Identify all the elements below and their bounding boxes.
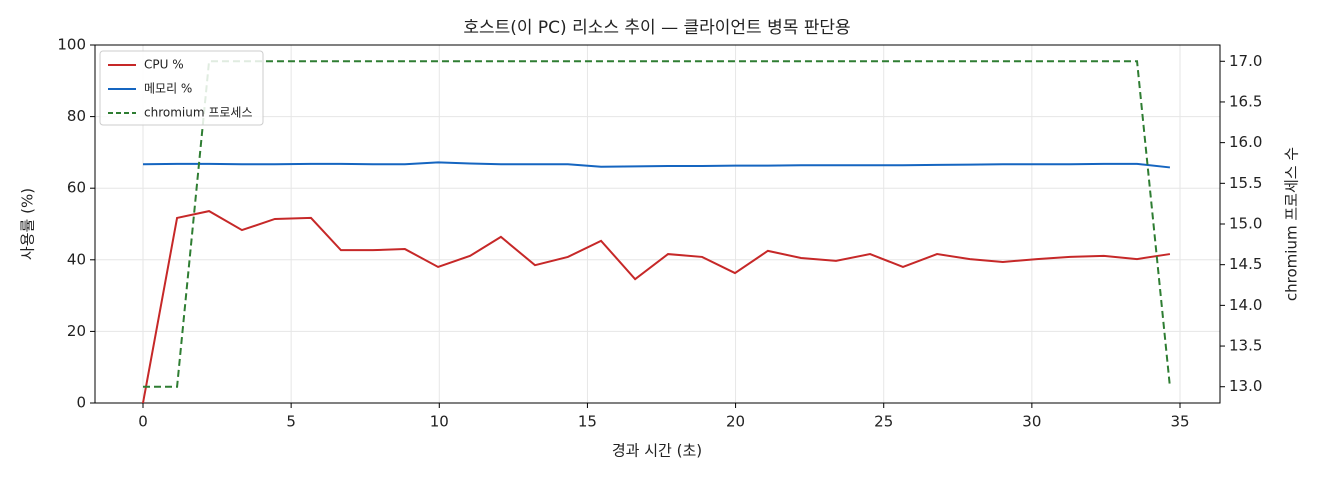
y2-tick-label: 13.0 [1229,377,1262,395]
series-line [142,161,1171,169]
y-tick-label: 100 [57,36,86,54]
chart-title: 호스트(이 PC) 리소스 추이 — 클라이언트 병목 판단용 [463,18,850,38]
x-tick-label: 15 [578,413,597,431]
y2-tick-label: 15.0 [1229,215,1262,233]
y2-tick-label: 17.0 [1229,52,1262,70]
series-line [142,210,1171,404]
x-axis-label: 경과 시간 (초) [612,442,702,460]
y-tick-label: 0 [76,394,86,412]
legend-label: chromium 프로세스 [144,106,253,120]
y2-tick-label: 13.5 [1229,337,1262,355]
series-line [142,60,1171,388]
x-tick-label: 10 [430,413,449,431]
x-tick-label: 35 [1170,413,1189,431]
y-tick-label: 20 [67,322,86,340]
x-tick-label: 20 [726,413,745,431]
y2-tick-label: 15.5 [1229,174,1262,192]
y-tick-label: 60 [67,179,86,197]
legend-label: 메모리 % [144,82,192,96]
y2-axis-label: chromium 프로세스 수 [1283,147,1301,301]
y2-tick-label: 14.0 [1229,296,1262,314]
legend-label: CPU % [144,58,184,72]
y-axis-label: 사용률 (%) [19,188,37,260]
y-tick-label: 80 [67,107,86,125]
y-tick-label: 40 [67,250,86,268]
legend-box [99,50,264,126]
x-tick-label: 30 [1022,413,1041,431]
x-tick-label: 0 [138,413,148,431]
y2-tick-label: 16.0 [1229,133,1262,151]
x-tick-label: 5 [286,413,296,431]
plot-frame [94,44,1221,404]
y2-tick-label: 16.5 [1229,92,1262,110]
x-tick-label: 25 [874,413,893,431]
y2-tick-label: 14.5 [1229,255,1262,273]
